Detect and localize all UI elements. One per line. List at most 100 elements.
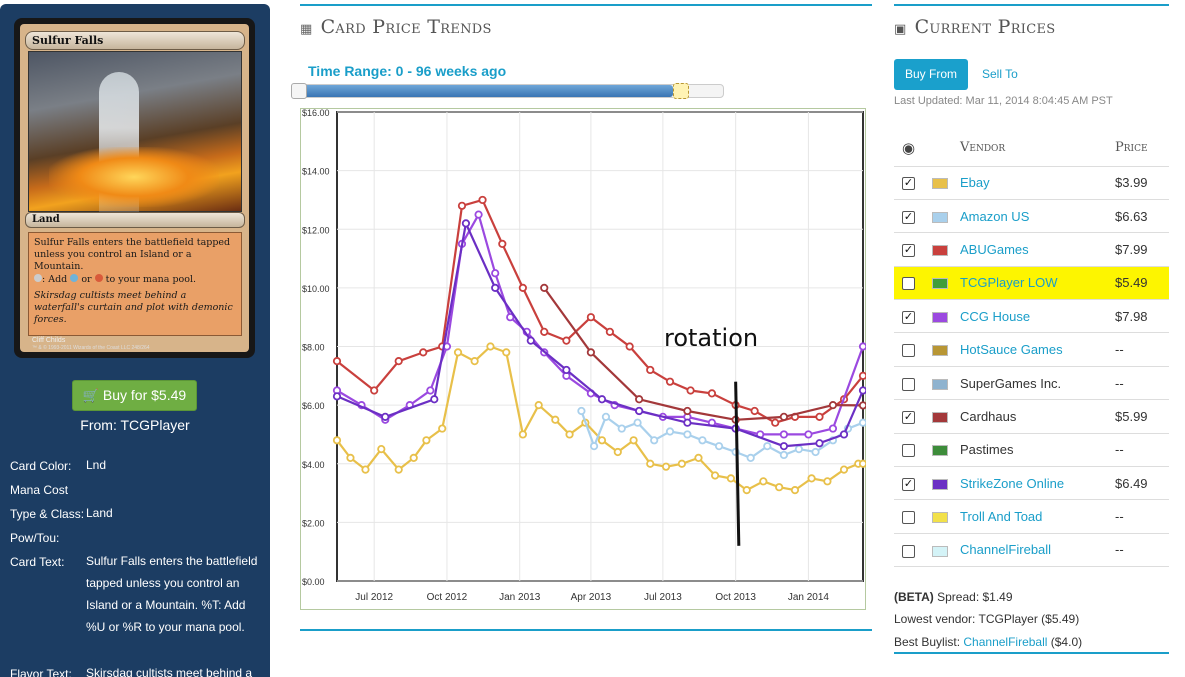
- vendor-color-swatch: [932, 245, 948, 257]
- vendor-link[interactable]: Troll And Toad: [960, 509, 1043, 525]
- spread-line: (BETA) Spread: $1.49: [894, 590, 1013, 604]
- time-range-slider[interactable]: [291, 83, 724, 99]
- tap-symbol-icon: [34, 274, 42, 282]
- vendor-link[interactable]: StrikeZone Online: [960, 475, 1065, 491]
- data-point: [597, 436, 607, 445]
- data-point: [771, 418, 780, 427]
- prop-label-type: Type & Class:: [10, 507, 85, 521]
- data-point: [526, 336, 535, 345]
- money-icon: ▣: [894, 22, 907, 37]
- data-point: [540, 327, 549, 336]
- data-point: [763, 442, 772, 451]
- data-point: [839, 465, 849, 474]
- card-text-box: Sulfur Falls enters the battlefield tapp…: [28, 232, 242, 336]
- vendor-color-swatch: [932, 311, 948, 323]
- vendor-row: Pastimes --: [894, 433, 1169, 467]
- price-trends-panel: ▦ Card Price Trends Time Range: 0 - 96 we…: [291, 0, 872, 640]
- slider-handle-end[interactable]: [673, 83, 689, 99]
- data-point: [491, 269, 500, 278]
- data-point: [551, 415, 560, 424]
- vendor-link[interactable]: TCGPlayer LOW: [960, 275, 1058, 291]
- vendor-checkbox[interactable]: ✓: [902, 177, 915, 191]
- vendor-checkbox[interactable]: ✓: [902, 244, 915, 257]
- vendor-row: ✓ Amazon US $6.63: [894, 199, 1169, 233]
- prop-label-color: Card Color:: [10, 459, 72, 473]
- data-point: [633, 418, 642, 427]
- prices-title: Current Prices: [914, 16, 1056, 38]
- data-point: [534, 401, 543, 410]
- vendor-link[interactable]: ABUGames: [960, 241, 1029, 257]
- y-tick-label: $16.00: [302, 108, 330, 118]
- tab-buy-from[interactable]: Buy From: [894, 59, 968, 90]
- y-tick-label: $2.00: [302, 518, 325, 528]
- card-image: Sulfur Falls Land Sulfur Falls enters th…: [14, 18, 255, 358]
- blue-mana-icon: [70, 274, 79, 282]
- vendor-link[interactable]: Amazon US: [960, 208, 1030, 224]
- data-point: [683, 430, 692, 439]
- vendor-color-swatch: [932, 445, 948, 457]
- buylist-vendor-link[interactable]: ChannelFireball: [963, 635, 1048, 649]
- data-point: [346, 453, 355, 462]
- data-point: [332, 357, 342, 366]
- vendor-checkbox[interactable]: [902, 377, 915, 391]
- data-point: [474, 210, 483, 219]
- data-point: [646, 459, 655, 468]
- data-point: [635, 395, 644, 404]
- vendor-row: ✓ Cardhaus $5.99: [894, 400, 1169, 434]
- vendor-checkbox[interactable]: [902, 511, 915, 525]
- data-point: [750, 406, 759, 416]
- data-point: [377, 444, 386, 454]
- prop-label-card-text: Card Text:: [10, 555, 65, 569]
- vendor-table: ◉ Vendor Price ✓ Ebay $3.99 ✓ Amazon US $6.63…: [894, 130, 1169, 567]
- red-mana-icon: [94, 274, 103, 282]
- time-range-label: Time Range: 0 - 96 weeks ago: [308, 63, 507, 79]
- vendor-checkbox[interactable]: [902, 277, 915, 291]
- data-point: [779, 412, 789, 421]
- vendor-checkbox[interactable]: ✓: [902, 477, 915, 491]
- vendor-link[interactable]: CCG House: [960, 308, 1031, 324]
- data-point: [807, 474, 816, 483]
- data-point: [361, 465, 370, 474]
- x-tick-label: Jul 2013: [644, 592, 682, 603]
- data-point: [858, 459, 866, 468]
- prices-header: ▣ Current Prices: [894, 16, 1056, 38]
- data-point: [661, 462, 671, 471]
- vendor-row: ✓ StrikeZone Online $6.49: [894, 467, 1169, 500]
- vendor-row: ✓ Ebay $3.99: [894, 166, 1169, 200]
- data-point: [502, 348, 511, 357]
- current-prices-panel: ▣ Current Prices Buy From Sell To Last Up…: [894, 0, 1169, 677]
- vendor-link[interactable]: Ebay: [960, 175, 990, 191]
- series-amazon-us: [577, 406, 866, 462]
- vendor-checkbox[interactable]: ✓: [902, 310, 915, 324]
- vendor-checkbox[interactable]: [902, 544, 915, 558]
- data-point: [839, 430, 849, 439]
- data-point: [518, 283, 527, 292]
- tab-sell-to[interactable]: Sell To: [982, 67, 1018, 81]
- data-point: [779, 450, 789, 460]
- vendor-color-swatch: [932, 411, 948, 423]
- vendor-checkbox[interactable]: [902, 444, 915, 458]
- data-point: [586, 313, 596, 322]
- data-point: [332, 392, 342, 401]
- data-point: [597, 395, 607, 404]
- data-point: [742, 486, 751, 495]
- data-point: [746, 453, 755, 462]
- vendor-link[interactable]: ChannelFireball: [960, 542, 1052, 558]
- y-tick-label: $8.00: [302, 343, 325, 353]
- vendor-checkbox[interactable]: ✓: [902, 210, 915, 224]
- vendor-checkbox[interactable]: [902, 344, 915, 358]
- vendor-color-swatch: [932, 378, 948, 390]
- col-price: Price: [1115, 140, 1148, 156]
- vendor-price: $6.63: [1115, 208, 1148, 224]
- vendor-checkbox[interactable]: ✓: [902, 410, 915, 424]
- slider-handle-start[interactable]: [291, 83, 307, 99]
- rotation-annotation: rotation: [664, 324, 758, 352]
- vendor-color-swatch: [932, 512, 948, 524]
- buy-button[interactable]: 🛒 Buy for $5.49: [72, 380, 197, 411]
- trends-title: Card Price Trends: [320, 16, 492, 38]
- prop-label-flavor: Flavor Text:: [10, 667, 72, 677]
- data-point: [457, 201, 467, 210]
- vendor-link[interactable]: HotSauce Games: [960, 342, 1063, 358]
- data-point: [506, 313, 515, 322]
- data-point: [650, 436, 659, 445]
